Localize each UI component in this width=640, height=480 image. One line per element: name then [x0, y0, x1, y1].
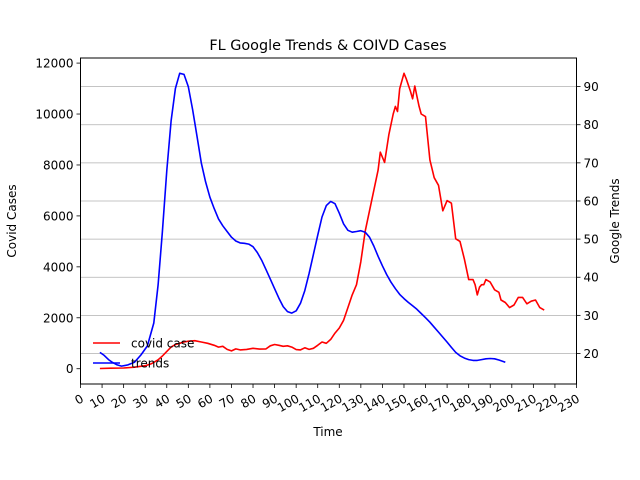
x-tick-label: 20 — [109, 391, 129, 411]
y-right-tick-label: 90 — [584, 80, 599, 94]
y-left-tick-label: 2000 — [43, 311, 74, 325]
y-right-tick-label: 20 — [584, 347, 599, 361]
x-axis: 0 10 20 30 40 50 60 70 80 90100110120130140150160… — [72, 384, 582, 415]
x-tick-label: 60 — [195, 391, 215, 411]
plot-area — [99, 72, 545, 370]
series-line-covid — [99, 72, 545, 370]
y-right-tick-label: 80 — [584, 118, 599, 132]
x-tick-label: 90 — [260, 391, 280, 411]
y-left-tick-label: 10000 — [35, 108, 73, 122]
series-line-trends — [99, 72, 506, 367]
legend: covid case trends — [93, 337, 194, 371]
y-axis-left: 0 2000 4000 6000 8000 10000 12000 — [35, 57, 81, 376]
y-left-tick-label: 8000 — [43, 158, 74, 172]
y-right-tick-label: 60 — [584, 194, 599, 208]
x-tick-label: 80 — [238, 391, 258, 411]
axes-frame — [80, 57, 577, 385]
x-tick-label: 70 — [217, 391, 237, 411]
y-right-tick-label: 70 — [584, 156, 599, 170]
y-axis-right-label: Google Trends — [608, 178, 622, 263]
y-right-tick-label: 50 — [584, 233, 599, 247]
y-left-tick-label: 0 — [66, 362, 74, 376]
y-left-tick-label: 12000 — [35, 57, 73, 71]
y-left-tick-label: 4000 — [43, 260, 74, 274]
y-axis-left-label: Covid Cases — [5, 184, 19, 257]
x-axis-label: Time — [312, 425, 342, 439]
chart-title: FL Google Trends & COIVD Cases — [209, 38, 446, 54]
y-left-tick-label: 6000 — [43, 209, 74, 223]
grid — [80, 86, 577, 354]
x-tick-label: 50 — [174, 391, 194, 411]
x-tick-label: 40 — [152, 391, 172, 411]
y-right-tick-label: 30 — [584, 309, 599, 323]
x-tick-label: 230 — [555, 391, 582, 415]
legend-label-covid: covid case — [131, 337, 194, 351]
x-tick-label: 10 — [87, 391, 107, 411]
x-tick-label: 0 — [72, 391, 86, 407]
y-right-tick-label: 40 — [584, 271, 599, 285]
y-axis-right: 20 30 40 50 60 70 80 90 — [576, 80, 599, 361]
legend-label-trends: trends — [131, 357, 169, 371]
x-tick-label: 30 — [130, 391, 150, 411]
